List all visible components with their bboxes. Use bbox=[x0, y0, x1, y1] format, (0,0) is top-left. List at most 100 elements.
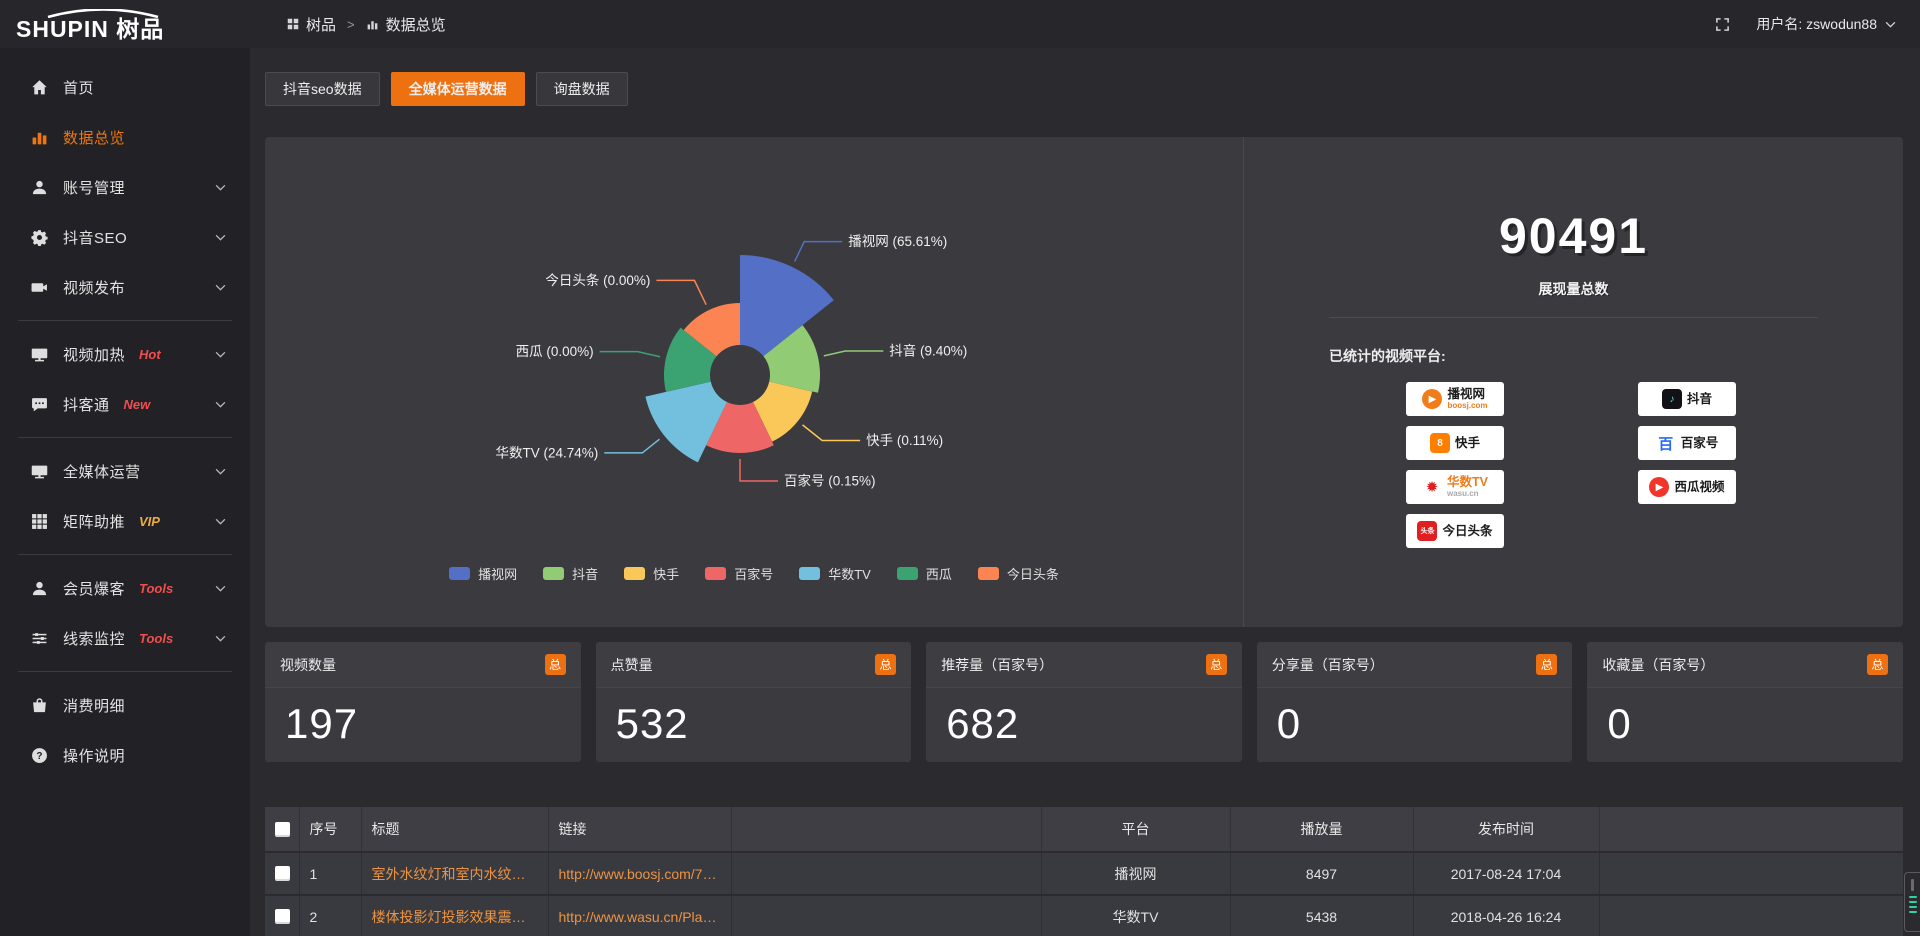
total-badge[interactable]: 总 bbox=[875, 654, 897, 675]
sidebar-item-badge: New bbox=[123, 396, 151, 412]
pie-label: 西瓜 (0.00%) bbox=[516, 344, 594, 359]
sidebar-item-3[interactable]: 账号管理 bbox=[0, 162, 250, 212]
stat-card-4: 分享量（百家号） 总 0 bbox=[1256, 642, 1573, 762]
total-badge[interactable]: 总 bbox=[1866, 654, 1888, 675]
platform-sub-text: boosj.com bbox=[1447, 401, 1488, 411]
cell-link-url-link[interactable]: http://www.boosj.com/7338468.html bbox=[558, 865, 721, 882]
legend-item-2[interactable]: 抖音 bbox=[543, 564, 598, 583]
sidebar-menu: 首页数据总览账号管理 抖音SEO 视频发布视频加热 Hot 抖客通 New 全媒体运营 矩阵助… bbox=[0, 62, 250, 780]
pie-slice-6[interactable] bbox=[664, 327, 717, 392]
sidebar-divider bbox=[18, 671, 232, 672]
select-all-checkbox[interactable] bbox=[275, 821, 290, 837]
platform-name: 西瓜视频 bbox=[1674, 481, 1724, 494]
tab-bar: 抖音seo数据 全媒体运营数据 询盘数据 bbox=[265, 72, 1903, 106]
total-badge[interactable]: 总 bbox=[1205, 654, 1227, 675]
sidebar-item-1[interactable]: 首页 bbox=[0, 62, 250, 112]
sidebar-item-label: 数据总览 bbox=[63, 129, 126, 147]
sidebar-item-14[interactable]: 线索监控 Tools bbox=[0, 613, 250, 663]
total-badge[interactable]: 总 bbox=[1536, 654, 1558, 675]
monitor-icon bbox=[30, 345, 48, 363]
platform-name: 抖音 bbox=[1687, 393, 1712, 406]
toutiao-logo-icon: 头条 bbox=[1417, 521, 1438, 541]
tab-2[interactable]: 全媒体运营数据 bbox=[390, 72, 525, 106]
table-header-cell: 发布时间 bbox=[1412, 807, 1599, 853]
chat-icon bbox=[30, 395, 48, 413]
row-checkbox-cell bbox=[265, 895, 299, 936]
user-menu[interactable]: 用户名: zswodun88 bbox=[1756, 14, 1896, 34]
sidebar-item-badge: Tools bbox=[139, 580, 174, 596]
sidebar: 首页数据总览账号管理 抖音SEO 视频发布视频加热 Hot 抖客通 New 全媒体运营 矩阵助… bbox=[0, 48, 250, 936]
row-checkbox-cell bbox=[265, 852, 299, 896]
pie-slice-7[interactable] bbox=[683, 303, 740, 357]
pie-label-line bbox=[599, 350, 661, 358]
legend-item-3[interactable]: 快手 bbox=[624, 564, 679, 583]
sidebar-item-13[interactable]: 会员爆客 Tools bbox=[0, 563, 250, 613]
cell-plays: 8497 bbox=[1229, 852, 1413, 896]
gear-icon bbox=[30, 228, 48, 246]
user-label: 用户名: zswodun88 bbox=[1756, 16, 1877, 32]
cell-link-url-link[interactable]: http://www.wasu.cn/Play/show/id/952... bbox=[558, 908, 721, 925]
floating-helper-widget[interactable] bbox=[1904, 872, 1920, 932]
sidebar-item-label: 首页 bbox=[63, 79, 95, 97]
pie-slice-4[interactable] bbox=[706, 402, 774, 453]
xigua-logo-icon: ▶ bbox=[1649, 477, 1670, 497]
row-checkbox[interactable] bbox=[275, 866, 290, 881]
table-header-cell: 播放量 bbox=[1229, 807, 1413, 853]
douyin-logo-icon: ♪ bbox=[1661, 389, 1682, 409]
sidebar-item-badge: Hot bbox=[139, 346, 161, 362]
sidebar-item-4[interactable]: 抖音SEO bbox=[0, 212, 250, 262]
sidebar-item-2[interactable]: 数据总览 bbox=[0, 112, 250, 162]
legend-item-7[interactable]: 今日头条 bbox=[977, 564, 1059, 583]
cell-spacer bbox=[730, 852, 1041, 896]
legend-item-5[interactable]: 华数TV bbox=[799, 564, 871, 583]
pie-slice-3[interactable] bbox=[753, 381, 813, 442]
chevron-down-icon bbox=[215, 468, 226, 475]
pie-slice-2[interactable] bbox=[763, 325, 820, 393]
platform-badge-boosj: ▶ 播视网 boosj.com bbox=[1406, 382, 1504, 416]
total-badge[interactable]: 总 bbox=[544, 654, 566, 675]
fullscreen-icon[interactable] bbox=[1715, 17, 1730, 32]
sidebar-item-17[interactable]: ? 操作说明 bbox=[0, 730, 250, 780]
total-impressions-label: 展现量总数 bbox=[1538, 281, 1609, 297]
sidebar-item-8[interactable]: 抖客通 New bbox=[0, 379, 250, 429]
stat-card-label: 推荐量（百家号） bbox=[941, 656, 1054, 673]
tab-3[interactable]: 询盘数据 bbox=[535, 72, 628, 106]
breadcrumb-current[interactable]: 数据总览 bbox=[385, 16, 446, 34]
chevron-down-icon bbox=[215, 518, 226, 525]
legend-item-4[interactable]: 百家号 bbox=[705, 564, 773, 583]
pie-label: 今日头条 (0.00%) bbox=[545, 272, 650, 288]
grid-icon bbox=[30, 512, 48, 530]
legend-item-1[interactable]: 播视网 bbox=[449, 564, 517, 583]
pie-slice-5[interactable] bbox=[645, 381, 727, 463]
main-content: 抖音seo数据 全媒体运营数据 询盘数据 播视网 (65.61%) 抖音 (9.40%… bbox=[250, 48, 1920, 936]
home-icon bbox=[30, 78, 48, 96]
breadcrumb-root[interactable]: 树品 bbox=[306, 16, 337, 34]
cell-title-link[interactable]: 室外水纹灯和室内水纹灯的区别和简介 bbox=[371, 865, 538, 882]
legend-label: 百家号 bbox=[734, 566, 774, 582]
cell-time: 2018-04-26 16:24 bbox=[1412, 895, 1599, 936]
cell-title-link[interactable]: 楼体投影灯投影效果震撼上市 bbox=[371, 908, 538, 925]
pie-slice-1[interactable] bbox=[740, 255, 834, 357]
row-checkbox[interactable] bbox=[275, 909, 290, 924]
sidebar-item-10[interactable]: 全媒体运营 bbox=[0, 446, 250, 496]
pie-label: 百家号 (0.15%) bbox=[784, 473, 876, 489]
wasu-logo-icon: ✹ bbox=[1422, 477, 1442, 497]
table-header-cell bbox=[1598, 807, 1903, 853]
stat-card-header: 视频数量 总 bbox=[265, 642, 581, 688]
platform-badge-toutiao: 头条 今日头条 bbox=[1406, 514, 1504, 548]
sidebar-item-11[interactable]: 矩阵助推 VIP bbox=[0, 496, 250, 546]
sidebar-item-7[interactable]: 视频加热 Hot bbox=[0, 329, 250, 379]
cell-index: 2 bbox=[298, 895, 361, 936]
stat-cards-row: 视频数量总 197 点赞量总 532 推荐量（百家号）总 682 分享量（百家号）总 0 收藏量… bbox=[265, 642, 1903, 762]
sidebar-item-5[interactable]: 视频发布 bbox=[0, 262, 250, 312]
chevron-down-icon bbox=[215, 351, 226, 358]
tab-1[interactable]: 抖音seo数据 bbox=[265, 72, 380, 106]
screen-icon bbox=[30, 462, 48, 480]
table-row-2: 2 楼体投影灯投影效果震撼上市 http://www.wasu.cn/Play/sh… bbox=[265, 895, 1903, 936]
chevron-down-icon bbox=[1885, 21, 1896, 28]
platform-badge-xigua: ▶ 西瓜视频 bbox=[1638, 470, 1736, 504]
sidebar-item-16[interactable]: 消费明细 bbox=[0, 680, 250, 730]
stat-card-header: 收藏量（百家号） 总 bbox=[1587, 642, 1903, 688]
legend-item-6[interactable]: 西瓜 bbox=[896, 564, 952, 583]
platform-name-text: 抖音 bbox=[1686, 391, 1712, 406]
